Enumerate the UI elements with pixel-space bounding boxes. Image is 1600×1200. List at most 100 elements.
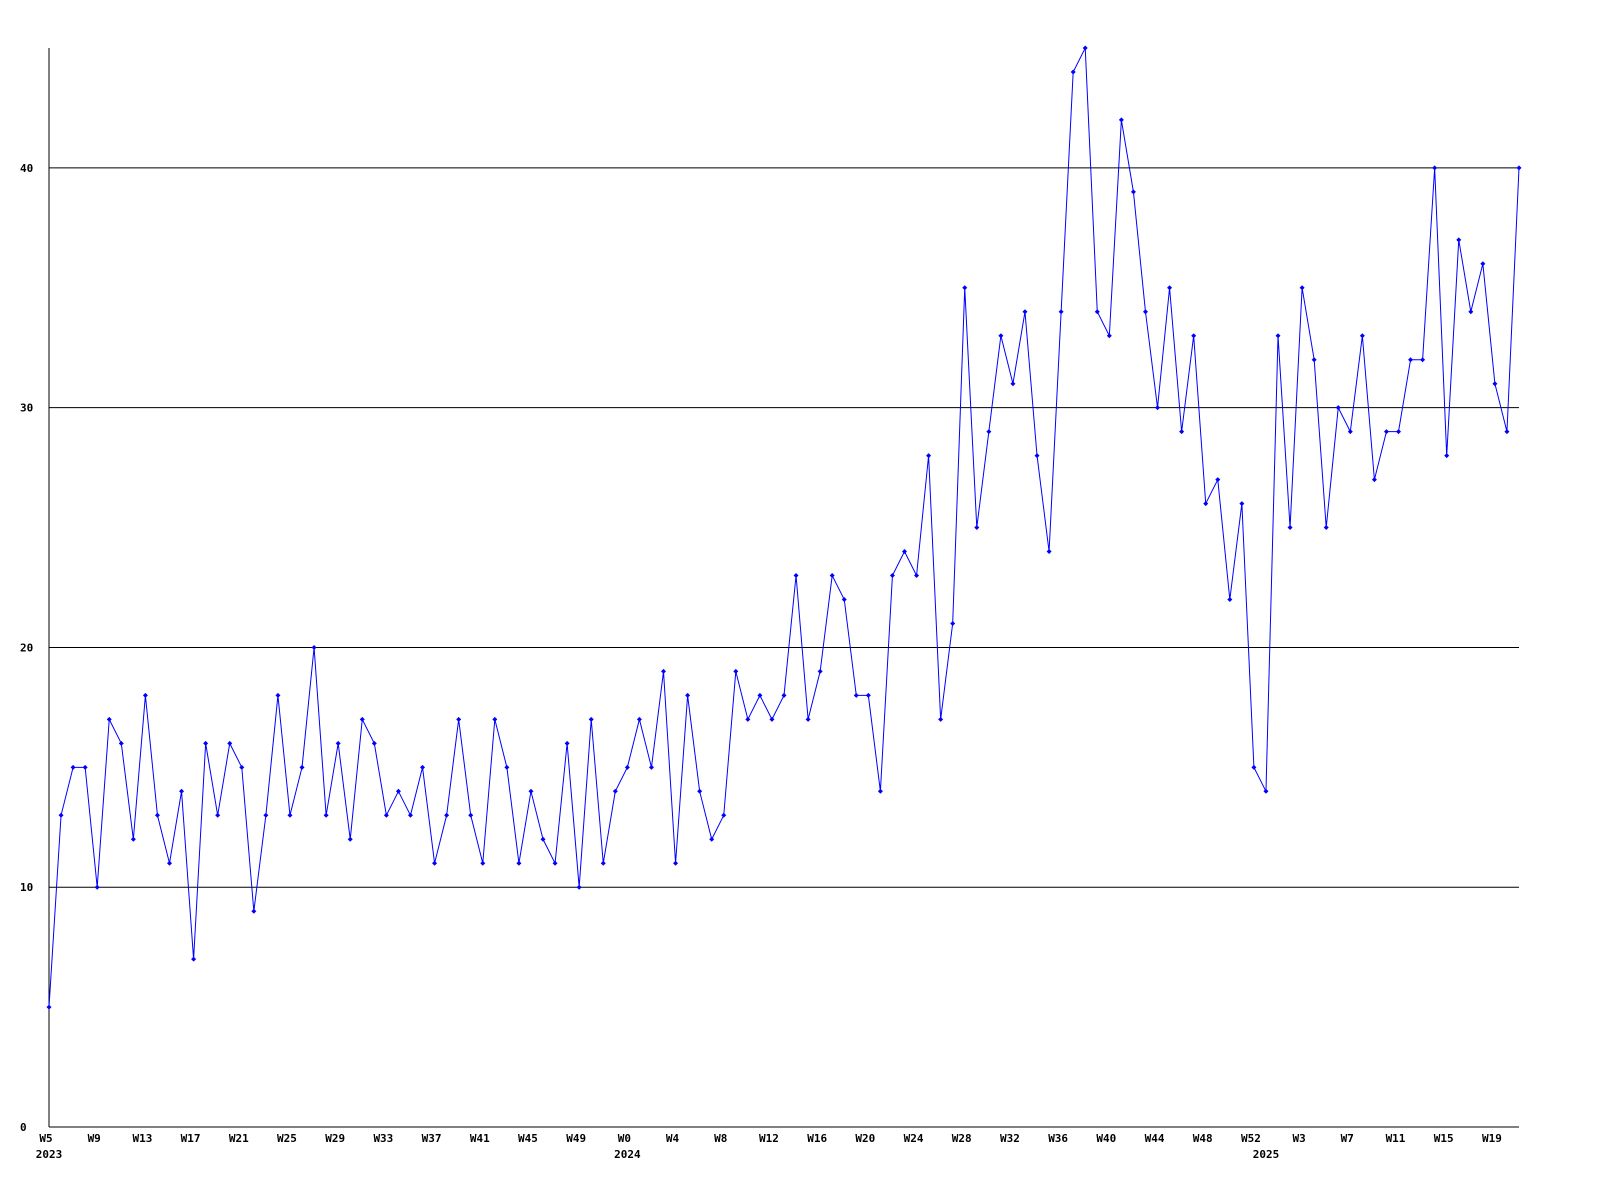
data-point bbox=[636, 716, 642, 722]
data-point bbox=[82, 764, 88, 770]
data-point bbox=[468, 812, 474, 818]
data-point bbox=[1167, 285, 1173, 291]
data-point bbox=[1347, 429, 1353, 435]
data-point bbox=[287, 812, 293, 818]
y-tick-label: 30 bbox=[20, 402, 33, 415]
data-point bbox=[203, 740, 209, 746]
data-point bbox=[733, 668, 739, 674]
data-point bbox=[58, 812, 64, 818]
x-year-label: 2024 bbox=[614, 1148, 641, 1161]
data-point bbox=[528, 788, 534, 794]
data-point bbox=[805, 716, 811, 722]
data-point bbox=[263, 812, 269, 818]
data-point bbox=[1299, 285, 1305, 291]
data-point bbox=[1227, 596, 1233, 602]
data-point bbox=[480, 860, 486, 866]
data-point bbox=[275, 692, 281, 698]
data-point bbox=[1070, 69, 1076, 75]
data-point bbox=[1155, 405, 1161, 411]
x-tick-label: W48 bbox=[1193, 1132, 1213, 1145]
data-point bbox=[106, 716, 112, 722]
data-point bbox=[1142, 309, 1148, 315]
x-tick-label: W3 bbox=[1292, 1132, 1305, 1145]
x-tick-label: W28 bbox=[952, 1132, 972, 1145]
data-point bbox=[1179, 429, 1185, 435]
data-point bbox=[1420, 357, 1426, 363]
data-point bbox=[311, 644, 317, 650]
x-tick-label: W19 bbox=[1482, 1132, 1502, 1145]
data-point bbox=[166, 860, 172, 866]
x-tick-label: W20 bbox=[855, 1132, 875, 1145]
x-tick-label: W8 bbox=[714, 1132, 727, 1145]
x-tick-label: W15 bbox=[1434, 1132, 1454, 1145]
data-point bbox=[648, 764, 654, 770]
data-point bbox=[492, 716, 498, 722]
data-point bbox=[962, 285, 968, 291]
data-point bbox=[624, 764, 630, 770]
x-tick-label: W32 bbox=[1000, 1132, 1020, 1145]
data-point bbox=[1492, 381, 1498, 387]
data-point bbox=[432, 860, 438, 866]
data-point bbox=[1456, 237, 1462, 243]
data-point bbox=[817, 668, 823, 674]
data-point bbox=[516, 860, 522, 866]
data-point bbox=[709, 836, 715, 842]
data-point bbox=[1118, 117, 1124, 123]
data-point bbox=[1275, 333, 1281, 339]
x-tick-label: W9 bbox=[88, 1132, 101, 1145]
x-tick-label: W11 bbox=[1386, 1132, 1406, 1145]
data-point bbox=[998, 333, 1004, 339]
data-point bbox=[1130, 189, 1136, 195]
data-point bbox=[94, 884, 100, 890]
data-point bbox=[745, 716, 751, 722]
data-point bbox=[757, 692, 763, 698]
y-tick-label: 40 bbox=[20, 162, 33, 175]
data-point bbox=[974, 525, 980, 531]
data-point bbox=[227, 740, 233, 746]
data-point bbox=[407, 812, 413, 818]
x-tick-label: W0 bbox=[618, 1132, 631, 1145]
data-point bbox=[456, 716, 462, 722]
data-point bbox=[950, 620, 956, 626]
y-tick-label: 10 bbox=[20, 881, 33, 894]
data-point bbox=[1480, 261, 1486, 267]
data-point bbox=[1383, 429, 1389, 435]
data-point bbox=[444, 812, 450, 818]
data-point bbox=[179, 788, 185, 794]
y-tick-label: 0 bbox=[20, 1121, 27, 1134]
data-point bbox=[769, 716, 775, 722]
data-point bbox=[383, 812, 389, 818]
x-tick-label: W24 bbox=[904, 1132, 924, 1145]
data-point bbox=[1046, 549, 1052, 555]
data-point bbox=[841, 596, 847, 602]
x-tick-label: W16 bbox=[807, 1132, 827, 1145]
data-point bbox=[1215, 477, 1221, 483]
data-point bbox=[588, 716, 594, 722]
data-point bbox=[1359, 333, 1365, 339]
data-point bbox=[1468, 309, 1474, 315]
x-tick-label: W21 bbox=[229, 1132, 249, 1145]
data-point bbox=[1396, 429, 1402, 435]
x-tick-label: W36 bbox=[1048, 1132, 1068, 1145]
data-point bbox=[1408, 357, 1414, 363]
data-point bbox=[1094, 309, 1100, 315]
data-point bbox=[504, 764, 510, 770]
data-point bbox=[721, 812, 727, 818]
data-point bbox=[359, 716, 365, 722]
x-tick-label: W41 bbox=[470, 1132, 490, 1145]
x-tick-label: W25 bbox=[277, 1132, 297, 1145]
data-point bbox=[1106, 333, 1112, 339]
x-tick-label: W29 bbox=[325, 1132, 345, 1145]
data-point bbox=[46, 1004, 52, 1010]
data-point bbox=[118, 740, 124, 746]
data-point bbox=[335, 740, 341, 746]
data-point bbox=[251, 908, 257, 914]
data-point bbox=[914, 573, 920, 579]
data-point bbox=[1058, 309, 1064, 315]
data-point bbox=[1082, 45, 1088, 51]
data-point bbox=[564, 740, 570, 746]
data-point bbox=[1335, 405, 1341, 411]
data-point bbox=[600, 860, 606, 866]
data-point bbox=[1239, 501, 1245, 507]
x-tick-label: W5 bbox=[39, 1132, 52, 1145]
